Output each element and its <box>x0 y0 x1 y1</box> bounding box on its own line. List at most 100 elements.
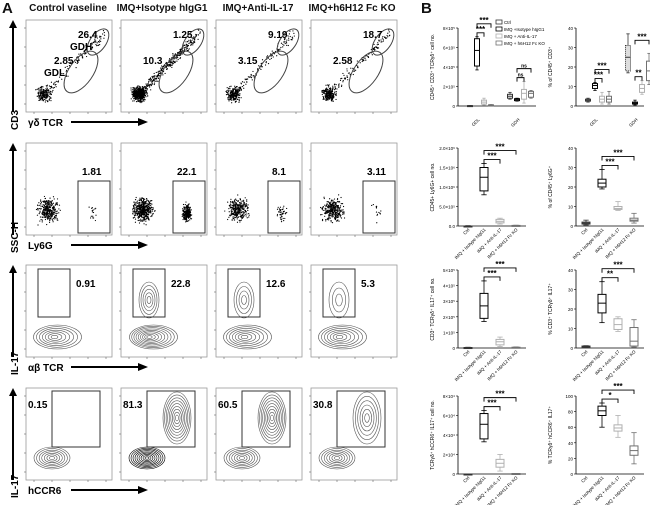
event-dot <box>342 81 344 83</box>
event-dot <box>357 66 359 68</box>
event-dot <box>160 69 162 72</box>
contour-line <box>238 290 250 310</box>
event-dot <box>153 83 155 86</box>
event-dot <box>92 217 95 219</box>
event-dot <box>95 43 97 46</box>
flow-plot: 3.11 <box>309 142 398 237</box>
event-dot <box>186 47 188 49</box>
event-dot <box>266 56 268 58</box>
event-dot <box>134 90 136 93</box>
contour-line <box>323 449 351 467</box>
event-dot <box>90 215 92 217</box>
event-dot <box>234 95 236 97</box>
event-dot <box>140 202 143 204</box>
event-dot <box>36 95 38 97</box>
event-dot <box>193 36 195 38</box>
event-dot <box>141 219 143 221</box>
event-dot <box>328 90 330 93</box>
y-tick-label: 30 <box>568 166 574 171</box>
event-dot <box>45 208 47 210</box>
event-dot <box>246 200 248 202</box>
contour-line <box>36 448 68 468</box>
event-dot <box>78 53 80 55</box>
event-dot <box>81 54 83 57</box>
significance-bracket <box>634 39 650 45</box>
event-dot <box>336 198 339 201</box>
event-dot <box>341 213 344 215</box>
event-dot <box>333 198 336 200</box>
event-dot <box>321 213 323 216</box>
box-mark <box>597 169 607 190</box>
arrow-head-icon <box>138 486 148 494</box>
contour-line <box>362 409 372 427</box>
event-dot <box>280 42 283 44</box>
event-dot <box>140 88 142 90</box>
event-dot <box>142 197 144 200</box>
event-dot <box>336 197 339 200</box>
event-dot <box>147 216 149 218</box>
event-dot <box>373 46 376 49</box>
event-dot <box>237 209 239 211</box>
box-mark <box>629 319 639 348</box>
event-dot <box>382 40 385 42</box>
event-dot <box>234 202 236 204</box>
y-tick-label: 4×10⁴ <box>443 433 455 438</box>
box-mark <box>479 410 489 443</box>
event-dot <box>228 216 230 218</box>
contour-line <box>260 397 284 439</box>
y-tick-label: 80 <box>568 410 574 415</box>
event-dot <box>343 217 346 219</box>
contour-line <box>332 287 346 313</box>
event-dot <box>236 211 238 214</box>
event-dot <box>197 38 199 40</box>
contour-line <box>364 413 370 423</box>
contour-line <box>226 448 258 468</box>
event-dot <box>279 209 281 211</box>
event-dot <box>352 67 354 69</box>
contour-line <box>239 456 245 460</box>
gate-gdh <box>86 28 110 56</box>
event-dot <box>339 209 341 211</box>
event-dot <box>239 221 241 223</box>
box <box>625 45 631 72</box>
event-dot <box>45 215 47 217</box>
event-dot <box>183 210 185 212</box>
event-dot <box>279 48 281 50</box>
event-dot <box>91 47 93 49</box>
event-dot <box>41 216 43 218</box>
event-dot <box>331 94 333 96</box>
event-dot <box>251 79 253 81</box>
event-dot <box>366 55 368 57</box>
event-dot <box>375 46 378 48</box>
event-dot <box>239 206 241 208</box>
event-dot <box>238 99 240 101</box>
y-tick-label: 5×10⁵ <box>443 268 455 273</box>
contour-line <box>173 411 181 425</box>
event-dot <box>146 217 148 219</box>
event-dot <box>187 206 190 208</box>
event-dot <box>100 40 102 43</box>
contour-line <box>47 333 63 341</box>
event-dot <box>45 200 47 202</box>
event-dot <box>138 91 140 93</box>
event-dot <box>161 65 163 67</box>
event-dot <box>151 80 153 82</box>
box-mark <box>479 280 489 322</box>
event-dot <box>43 216 45 218</box>
event-dot <box>374 46 376 48</box>
event-dot <box>137 86 139 89</box>
event-dot <box>185 220 187 222</box>
event-dot <box>142 99 145 101</box>
event-dot <box>328 206 331 208</box>
event-dot <box>138 85 140 87</box>
event-dot <box>325 207 327 210</box>
event-dot <box>355 69 357 71</box>
event-dot <box>172 60 174 63</box>
event-dot <box>237 204 240 206</box>
event-dot <box>260 66 262 68</box>
event-dot <box>140 98 142 101</box>
plot-frame <box>25 387 113 481</box>
event-dot <box>228 88 230 90</box>
box-mark <box>463 473 473 476</box>
event-dot <box>45 207 47 209</box>
